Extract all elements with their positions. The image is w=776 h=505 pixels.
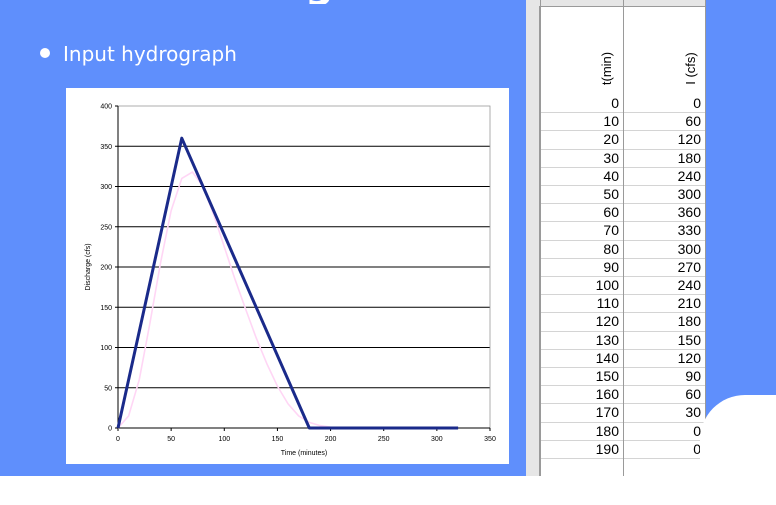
table-cell[interactable]: 60 <box>685 386 701 402</box>
hydrograph-chart: 0 50 100 150 200 250 300 350 400 0 50 100 150 200 250 3… <box>85 104 496 458</box>
table-cell[interactable]: 90 <box>685 368 701 384</box>
slide-corner <box>700 395 776 505</box>
table-cell[interactable]: 40 <box>603 168 619 184</box>
x-tick-label: 150 <box>272 436 284 443</box>
table-cell[interactable]: 110 <box>596 295 619 311</box>
x-tick-label: 50 <box>167 436 175 443</box>
y-tick-label: 50 <box>104 385 112 392</box>
table-cell[interactable]: 360 <box>677 204 701 220</box>
table-cell[interactable]: 270 <box>677 259 701 275</box>
x-axis-title: Time (minutes) <box>281 450 327 457</box>
column-divider <box>623 0 624 476</box>
table-cell[interactable]: 150 <box>595 368 619 384</box>
y-tick-label: 250 <box>100 224 112 231</box>
y-tick-label: 200 <box>100 265 112 272</box>
table-cell[interactable]: 100 <box>595 277 619 293</box>
row-number[interactable] <box>527 112 538 130</box>
table-cell[interactable]: 120 <box>595 313 619 329</box>
table-cell[interactable]: 210 <box>677 295 701 311</box>
row-number[interactable] <box>527 403 538 421</box>
table-cell[interactable]: 240 <box>677 277 701 293</box>
row-number[interactable] <box>527 185 538 203</box>
chart-panel: 0 50 100 150 200 250 300 350 400 0 50 100 150 200 250 3… <box>66 88 509 464</box>
table-cell[interactable]: 10 <box>603 113 619 129</box>
table-cell[interactable]: 30 <box>603 150 619 166</box>
table-cell[interactable]: 190 <box>595 441 619 457</box>
table-cell[interactable]: 150 <box>677 332 701 348</box>
table-cell[interactable]: 30 <box>685 404 701 420</box>
series-line-main <box>116 136 459 430</box>
column-header[interactable]: t(min) <box>599 38 615 98</box>
y-tick-label: 100 <box>100 345 112 352</box>
table-cell[interactable]: 60 <box>603 204 619 220</box>
table-cell[interactable]: 170 <box>595 404 619 420</box>
y-axis-title: Discharge (cfs) <box>85 243 92 290</box>
column-divider <box>540 0 541 476</box>
row-number[interactable] <box>527 149 538 167</box>
y-tick-label: 150 <box>100 305 112 312</box>
row-number[interactable] <box>527 94 538 112</box>
row-number[interactable] <box>527 367 538 385</box>
row-number[interactable] <box>527 294 538 312</box>
x-tick-label: 250 <box>378 436 390 443</box>
y-tick-label: 0 <box>108 426 112 433</box>
row-number[interactable] <box>527 221 538 239</box>
row-number[interactable] <box>527 422 538 440</box>
column-header-label: t(min) <box>599 51 615 85</box>
spreadsheet[interactable]: 0 0 10 60 20 120 30 180 40 240 50 300 60 360 70 330 80 30… <box>526 0 706 476</box>
table-cell[interactable]: 140 <box>595 350 619 366</box>
table-cell[interactable]: 70 <box>603 222 619 238</box>
x-tick-label: 200 <box>325 436 337 443</box>
row-number[interactable] <box>527 349 538 367</box>
table-cell[interactable]: 330 <box>677 222 701 238</box>
table-cell[interactable]: 60 <box>685 113 701 129</box>
row-number[interactable] <box>527 167 538 185</box>
table-cell[interactable]: 0 <box>611 95 619 111</box>
slide-title-text: g <box>305 0 385 4</box>
row-number[interactable] <box>527 440 538 458</box>
bullet-dot-icon <box>40 48 50 58</box>
column-header-bar <box>526 0 706 7</box>
table-cell[interactable]: 120 <box>677 131 701 147</box>
row-number[interactable] <box>527 130 538 148</box>
y-tick-label: 350 <box>100 144 112 151</box>
row-number[interactable] <box>527 258 538 276</box>
table-cell[interactable]: 300 <box>677 186 701 202</box>
x-tick-label: 300 <box>431 436 443 443</box>
table-cell[interactable]: 90 <box>603 259 619 275</box>
row-number[interactable] <box>527 203 538 221</box>
table-cell[interactable]: 0 <box>693 423 701 439</box>
x-tick-label: 100 <box>218 436 230 443</box>
table-cell[interactable]: 180 <box>677 150 701 166</box>
row-number[interactable] <box>527 240 538 258</box>
table-cell[interactable]: 180 <box>595 423 619 439</box>
row-number[interactable] <box>527 312 538 330</box>
table-cell[interactable]: 180 <box>677 313 701 329</box>
row-number[interactable] <box>527 276 538 294</box>
bullet-text: Input hydrograph <box>63 42 237 66</box>
table-cell[interactable]: 240 <box>677 168 701 184</box>
row-number-column <box>526 6 540 476</box>
column-header-label: I (cfs) <box>682 51 698 85</box>
column-header[interactable]: I (cfs) <box>682 38 698 98</box>
table-cell[interactable]: 300 <box>677 241 701 257</box>
x-tick-label: 350 <box>484 436 496 443</box>
table-cell[interactable]: 50 <box>603 186 619 202</box>
column-divider <box>705 0 706 476</box>
y-tick-label: 300 <box>100 184 112 191</box>
slide-title-fragment: g <box>305 0 385 4</box>
table-cell[interactable]: 0 <box>693 441 701 457</box>
table-cell[interactable]: 120 <box>677 350 701 366</box>
y-tick-label: 400 <box>100 104 112 111</box>
table-cell[interactable]: 80 <box>603 241 619 257</box>
table-cell[interactable]: 20 <box>603 131 619 147</box>
row-number[interactable] <box>527 331 538 349</box>
table-cell[interactable]: 0 <box>693 95 701 111</box>
series-line-faint <box>117 171 374 429</box>
row-number[interactable] <box>527 385 538 403</box>
table-cell[interactable]: 130 <box>595 332 619 348</box>
x-tick-label: 0 <box>116 436 120 443</box>
table-cell[interactable]: 160 <box>595 386 619 402</box>
